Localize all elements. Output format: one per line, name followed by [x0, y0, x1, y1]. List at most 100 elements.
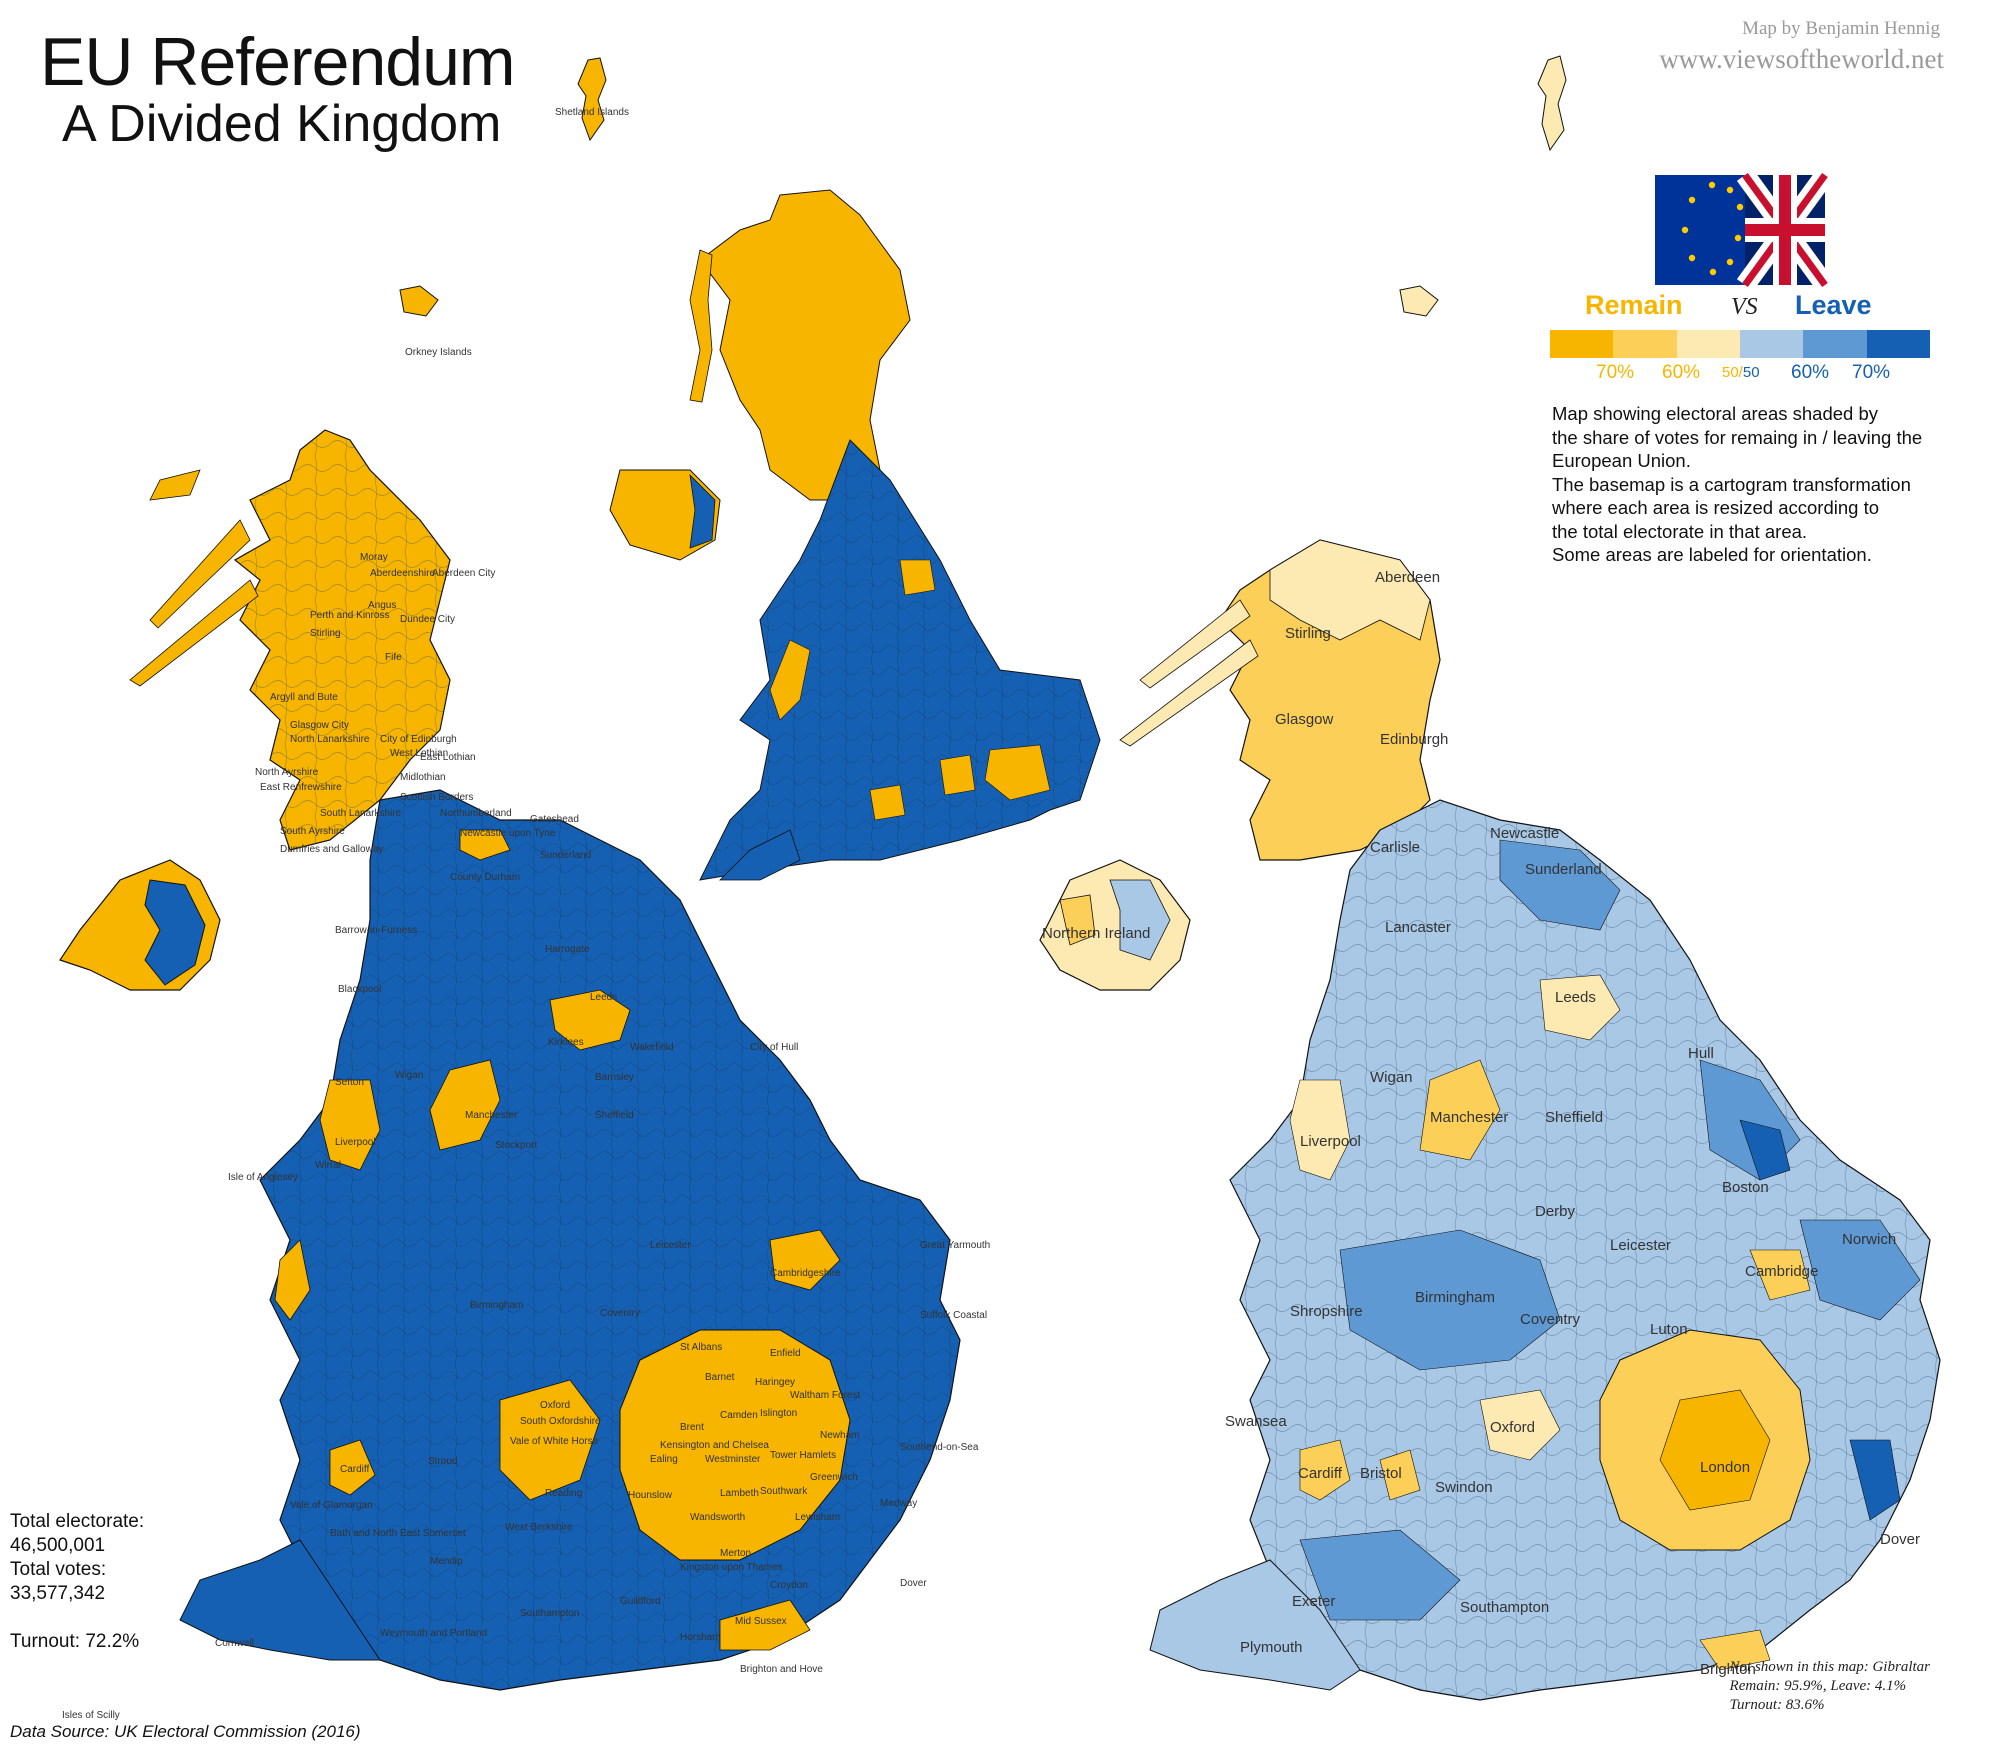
label-norwich-r: Norwich [1842, 1231, 1896, 1248]
label-lambeth: Lambeth [720, 1488, 759, 1499]
label-dundee: Dundee City [400, 614, 455, 625]
label-ealing: Ealing [650, 1454, 678, 1465]
label-hull-r: Hull [1688, 1045, 1714, 1062]
label-scilly: Isles of Scilly [62, 1710, 120, 1721]
cambridge-remain-left [769, 1229, 841, 1291]
description-line: European Union. [1552, 450, 1691, 471]
label-camden: Camden [720, 1410, 758, 1421]
label-swansea-r: Swansea [1225, 1413, 1287, 1430]
label-wirral: Wirral [315, 1160, 341, 1171]
description-line: The basemap is a cartogram transformatio… [1552, 473, 1911, 495]
label-enfield: Enfield [770, 1348, 801, 1359]
label-northumberland: Northumberland [440, 808, 512, 819]
label-south-ayrshire: South Ayrshire [280, 826, 345, 837]
label-swindon-r: Swindon [1435, 1479, 1493, 1496]
gibraltar-note: Not shown in this map: Gibraltar Remain:… [1730, 1658, 1930, 1715]
orkney-islands [399, 285, 439, 317]
label-carlisle-r: Carlisle [1370, 839, 1420, 856]
swatch-leave-60 [1803, 330, 1867, 358]
inset-ni-leave [689, 473, 716, 549]
swatch-remain-70 [1550, 330, 1614, 358]
label-angus: Angus [368, 600, 396, 611]
label-shetland: Shetland Islands [555, 107, 629, 118]
label-ni-r: Northern Ireland [1042, 925, 1150, 942]
label-boston-r: Boston [1722, 1179, 1769, 1196]
label-dumfries: Dumfries and Galloway [280, 844, 383, 855]
right-leave-60-south [1299, 1529, 1461, 1621]
shetland-right [1537, 55, 1567, 152]
label-st-albans: St Albans [680, 1342, 722, 1353]
label-fife: Fife [385, 652, 402, 663]
scotland-right-light [1269, 539, 1431, 641]
legend-color-bar [1550, 330, 1930, 358]
label-north-ayrshire: North Ayrshire [255, 767, 319, 778]
right-oxford-remain [1479, 1389, 1561, 1461]
label-kensington: Kensington and Chelsea [660, 1440, 769, 1451]
cardiff-remain-left [329, 1439, 376, 1496]
inset-scotland [699, 189, 911, 501]
author-credit: Map by Benjamin Hennig [1742, 18, 1940, 39]
right-leave-70-east-coast [1849, 1439, 1901, 1521]
label-bath: Bath and North East Somerset [330, 1528, 466, 1539]
label-aberdeen-r: Aberdeen [1375, 569, 1440, 586]
newcastle-remain-left [459, 829, 511, 861]
label-waltham-forest: Waltham Forest [790, 1390, 860, 1401]
ni-right-remain [1059, 894, 1096, 946]
leave-label: Leave [1795, 290, 1872, 320]
label-westminster: Westminster [705, 1454, 761, 1465]
label-leicester: Leicester [650, 1240, 691, 1251]
label-vale-white-horse: Vale of White Horse [510, 1436, 599, 1447]
label-tower-hamlets: Tower Hamlets [770, 1450, 836, 1461]
votes-label: Total votes: [10, 1559, 107, 1580]
label-leeds-r: Leeds [1555, 989, 1596, 1006]
label-brighton: Brighton and Hove [740, 1664, 823, 1675]
website-credit: www.viewsoftheworld.net [1659, 44, 1944, 74]
label-blackpool: Blackpool [338, 984, 381, 995]
western-isles [129, 469, 259, 687]
brighton-remain-left [719, 1599, 811, 1651]
legend-ticks: 70% 60% 50/50 60% 70% [1550, 362, 1930, 388]
manchester-remain-left [429, 1059, 501, 1151]
label-west-berkshire: West Berkshire [505, 1522, 573, 1533]
description-line: the total electorate in that area. [1552, 520, 1808, 542]
swatch-leave-70 [1866, 330, 1930, 358]
label-county-durham: County Durham [450, 872, 520, 883]
liverpool-remain-left [319, 1079, 381, 1171]
label-gateshead: Gateshead [530, 814, 579, 825]
label-vale-glamorgan: Vale of Glamorgan [290, 1500, 373, 1511]
label-coventry: Coventry [600, 1308, 640, 1319]
label-kirklees: Kirklees [548, 1037, 584, 1048]
label-cardiff-r: Cardiff [1298, 1465, 1343, 1482]
inset-bristol-remain [869, 784, 906, 821]
label-anglesey: Isle of Anglesey [228, 1172, 298, 1183]
label-sefton: Sefton [335, 1077, 364, 1088]
label-exeter-r: Exeter [1292, 1593, 1335, 1610]
right-leave-60-east2 [1799, 1219, 1921, 1321]
label-southampton-r: Southampton [1460, 1599, 1549, 1616]
inset-scottish-islands [689, 249, 713, 403]
label-leicester-r: Leicester [1610, 1237, 1671, 1254]
right-cambridge-remain [1749, 1249, 1811, 1301]
label-cambridge-r: Cambridge [1745, 1263, 1818, 1280]
tick-5050-left: 50/ [1722, 364, 1743, 381]
gibraltar-line: Remain: 95.9%, Leave: 4.1% [1729, 1678, 1907, 1694]
vs-label: VS [1731, 294, 1758, 320]
label-weymouth: Weymouth and Portland [380, 1628, 487, 1639]
label-wandsworth: Wandsworth [690, 1512, 745, 1523]
description-line: Some areas are labeled for orientation. [1552, 544, 1872, 565]
label-argyll: Argyll and Bute [270, 692, 338, 703]
label-aberdeen-city: Aberdeen City [432, 568, 495, 579]
eu-stars-icon [1681, 181, 1744, 276]
london-remain-left [619, 1329, 851, 1561]
gibraltar-line: Not shown in this map: Gibraltar [1729, 1659, 1930, 1675]
label-bristol-r: Bristol [1360, 1465, 1402, 1482]
page-title: EU Referendum [40, 24, 516, 100]
label-glasgow: Glasgow City [290, 720, 349, 731]
label-medway: Medway [880, 1498, 917, 1509]
right-leave-60-midlands [1339, 1229, 1561, 1371]
eu-uk-flag [1655, 169, 1834, 291]
geographic-inset-map [609, 189, 1101, 881]
description-line: Map showing electoral areas shaded by [1552, 403, 1878, 424]
